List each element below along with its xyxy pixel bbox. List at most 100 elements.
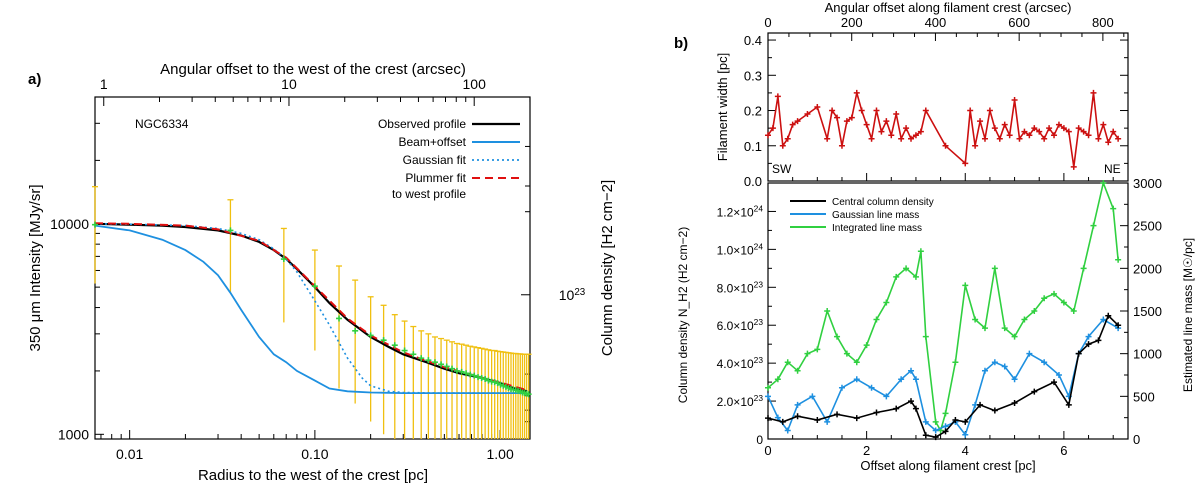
filament-width-marker (1055, 121, 1062, 128)
data-point-marker (453, 367, 460, 374)
beam-offset-line (94, 224, 528, 395)
data-point-marker (352, 327, 359, 334)
filament-width-marker (1016, 135, 1023, 142)
x-top-tick-label-a: 1 (100, 76, 108, 92)
y-axis-label-b-top: Filament width [pc] (715, 53, 730, 161)
gaussian-line-mass-marker (1100, 316, 1107, 323)
x-axis-label-a: Radius to the west of the crest [pc] (198, 467, 428, 484)
panel-b-bottom-series (765, 180, 1122, 441)
integrated-line-mass-marker (834, 333, 841, 340)
gaussian-line-mass-marker (784, 427, 791, 434)
gaussian-line-mass-marker (1055, 372, 1062, 378)
integrated-line-mass-marker (922, 333, 929, 340)
integrated-line-mass-marker (804, 350, 811, 357)
filament-width-marker (922, 107, 929, 114)
data-point-marker (438, 361, 445, 368)
data-point-marker (367, 332, 374, 339)
filament-width-marker (1021, 128, 1028, 135)
data-point-marker (471, 372, 478, 379)
central-column-density-marker (893, 405, 900, 412)
filament-width-marker (1051, 132, 1058, 139)
data-point-marker (449, 365, 456, 372)
filament-width-marker (834, 114, 841, 121)
central-column-density-marker (952, 417, 959, 424)
data-point-marker (280, 256, 287, 263)
filament-width-marker (814, 104, 821, 110)
data-point-marker (478, 375, 485, 382)
filament-width-marker (967, 107, 974, 114)
plummer-fit-line (94, 222, 528, 392)
integrated-line-mass-marker (843, 350, 850, 357)
integrated-line-mass-marker (814, 346, 821, 353)
legend-label-plummer: Plummer fit (405, 171, 466, 185)
observed-profile-line (94, 222, 528, 393)
central-column-density-marker (1051, 379, 1058, 386)
data-point-marker (418, 355, 425, 362)
data-point-marker (475, 374, 482, 381)
y-right-tick-label-b: 1500 (1133, 304, 1162, 319)
integrated-line-mass-marker (912, 273, 919, 280)
filament-width-marker (991, 125, 998, 132)
integrated-line-mass-marker (972, 316, 979, 323)
integrated-line-mass-marker (784, 359, 791, 366)
integrated-line-mass-marker (794, 367, 801, 374)
filament-width-marker (1080, 128, 1087, 135)
x-top-tick-label-b: 200 (841, 15, 863, 30)
data-point-marker (467, 371, 474, 378)
gaussian-line-mass-marker (942, 423, 949, 430)
filament-width-marker (853, 89, 860, 96)
panel-a-series (92, 186, 532, 439)
filament-width-marker (1031, 125, 1038, 132)
integrated-line-mass-marker (962, 282, 969, 289)
gaussian-fit-line (94, 223, 528, 394)
data-point-marker (443, 363, 450, 370)
data-point-marker (336, 315, 343, 322)
integrated-line-mass-marker (952, 359, 959, 366)
x-top-tick-label-b: 0 (764, 15, 771, 30)
integrated-line-mass-marker (1070, 308, 1077, 314)
filament-width-marker (1085, 132, 1092, 139)
integrated-line-mass-marker (1115, 256, 1122, 263)
integrated-line-mass-marker (765, 384, 771, 391)
gaussian-line-mass-marker (898, 376, 905, 383)
gaussian-line-mass-marker (774, 414, 781, 421)
legend-b: Central column density Gaussian line mass… (790, 197, 934, 234)
y-right-tick-label-b: 0 (1133, 432, 1140, 447)
central-column-density-marker (873, 409, 880, 416)
filament-width-marker (1095, 135, 1102, 142)
central-column-density-marker (922, 432, 929, 439)
filament-width-marker (804, 111, 811, 118)
panel-b-label: b) (674, 35, 688, 52)
gaussian-line-mass-marker (809, 393, 816, 400)
y-axis-label-b-bottom: Column density N_H2 (H2 cm−2) (676, 227, 690, 403)
data-point-marker (410, 351, 417, 358)
central-column-density-marker (942, 428, 949, 435)
panel-b-bottom: 0 2 4 6 0 2.0×1023 4.0×1023 6.0×1023 8.0×1023 1.0… (676, 176, 1195, 473)
filament-width-marker (917, 128, 924, 135)
gaussian-line-mass-marker (922, 418, 929, 425)
filament-width-marker (789, 121, 796, 128)
y-tick-label-b-bottom: 1.0×1024 (717, 241, 764, 257)
filament-width-marker (996, 135, 1003, 142)
top-axis-label-b: Angular offset along filament crest (arc… (825, 0, 1072, 15)
y-tick-label-a: 10000 (50, 216, 89, 232)
data-point-marker (463, 370, 470, 377)
data-point-marker (458, 368, 465, 375)
y-right-label-b: Estimated line mass [M☉/pc] (1181, 238, 1195, 392)
data-point-marker (92, 221, 98, 228)
central-column-density-marker (1075, 350, 1082, 357)
central-column-density-marker (1011, 399, 1018, 406)
filament-width-marker (765, 132, 771, 139)
filament-width-marker (868, 135, 875, 142)
integrated-line-mass-marker (863, 342, 870, 349)
y-tick-label-b-top: 0.3 (744, 68, 762, 83)
integrated-line-mass-marker (1041, 295, 1048, 302)
integrated-line-mass-marker (824, 308, 831, 314)
y-tick-label-b-bottom: 6.0×1023 (717, 317, 764, 333)
y-right-tick-label-b: 1000 (1133, 347, 1162, 362)
integrated-line-mass-marker (1021, 316, 1028, 323)
gaussian-line-mass-marker (908, 367, 915, 374)
gaussian-line-mass-marker (868, 384, 875, 391)
filament-width-marker (858, 107, 865, 114)
filament-width-marker (1075, 125, 1082, 132)
